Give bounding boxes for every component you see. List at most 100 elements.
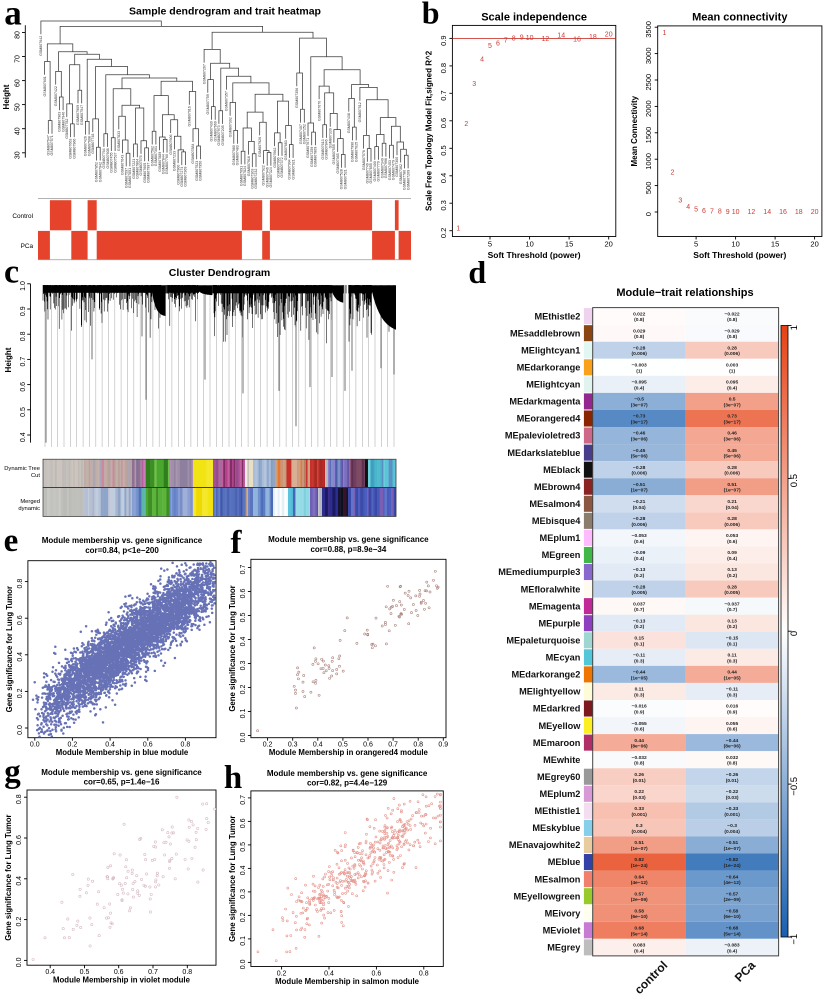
- svg-text:40: 40: [15, 127, 22, 135]
- svg-text:GSM807852: GSM807852: [95, 162, 99, 182]
- svg-text:(1e−07): (1e−07): [631, 488, 648, 494]
- svg-text:GSM807274: GSM807274: [180, 167, 184, 187]
- svg-text:60: 60: [15, 79, 22, 87]
- svg-text:(0.006): (0.006): [631, 471, 647, 477]
- svg-text:GSM807996: GSM807996: [277, 157, 281, 177]
- svg-text:0.0: 0.0: [17, 725, 24, 735]
- svg-text:0.037: 0.037: [633, 601, 646, 607]
- svg-text:MEsalmon: MEsalmon: [534, 874, 580, 884]
- svg-text:Module Membership in orangered: Module Membership in orangered4 module: [269, 748, 429, 757]
- svg-text:GSM807851: GSM807851: [128, 168, 132, 188]
- svg-text:MEdarkred: MEdarkred: [533, 704, 581, 714]
- svg-text:30: 30: [15, 151, 22, 159]
- svg-text:Module Membership in blue modu: Module Membership in blue module: [56, 748, 189, 757]
- svg-text:12: 12: [748, 209, 756, 216]
- svg-text:(0.4): (0.4): [727, 556, 737, 562]
- svg-text:−0.022: −0.022: [725, 311, 740, 317]
- svg-text:0.13: 0.13: [727, 567, 737, 573]
- svg-text:c: c: [4, 254, 19, 291]
- svg-text:5: 5: [488, 240, 492, 249]
- svg-text:(1e−07): (1e−07): [724, 488, 741, 494]
- svg-text:0.8: 0.8: [439, 63, 448, 73]
- svg-text:GSM807479: GSM807479: [392, 160, 396, 180]
- svg-text:0: 0: [789, 631, 800, 636]
- svg-text:(0.4): (0.4): [634, 556, 644, 562]
- svg-text:(0.1): (0.1): [634, 641, 644, 647]
- svg-text:0.6: 0.6: [363, 742, 373, 749]
- svg-text:Soft Threshold (power): Soft Threshold (power): [488, 250, 581, 260]
- svg-text:GSM807302: GSM807302: [228, 117, 232, 137]
- svg-text:0.5: 0.5: [439, 145, 448, 155]
- svg-text:GSM807670: GSM807670: [317, 101, 321, 121]
- svg-text:MEbisque4: MEbisque4: [532, 516, 581, 526]
- svg-text:0: 0: [644, 212, 653, 216]
- svg-text:GSM807372: GSM807372: [280, 157, 284, 177]
- svg-text:GSM807233: GSM807233: [173, 151, 177, 171]
- svg-text:0.053: 0.053: [726, 533, 739, 539]
- svg-text:10: 10: [732, 209, 740, 216]
- svg-text:MEthistle1: MEthistle1: [534, 806, 580, 816]
- svg-text:GSM807537: GSM807537: [113, 153, 117, 173]
- svg-text:GSM807963: GSM807963: [58, 112, 62, 132]
- svg-text:GSM807407: GSM807407: [299, 124, 303, 144]
- svg-text:0.44: 0.44: [727, 670, 737, 676]
- svg-text:(6e−10): (6e−10): [724, 914, 741, 920]
- svg-text:Soft Threshold (power): Soft Threshold (power): [693, 250, 786, 260]
- svg-text:0.7: 0.7: [388, 742, 398, 749]
- svg-text:d: d: [468, 254, 486, 290]
- svg-text:0.5: 0.5: [80, 969, 90, 976]
- svg-text:b: b: [422, 0, 440, 30]
- svg-text:Gene significance for Lung Tum: Gene significance for Lung Tumor: [228, 816, 237, 942]
- svg-text:GSM807576: GSM807576: [362, 150, 366, 170]
- svg-text:MEgrey: MEgrey: [547, 943, 581, 953]
- svg-text:0.022: 0.022: [633, 311, 646, 317]
- svg-text:GSM807770: GSM807770: [377, 161, 381, 181]
- svg-text:0.13: 0.13: [727, 618, 737, 624]
- svg-text:0.7: 0.7: [240, 795, 247, 805]
- svg-text:GSM807356: GSM807356: [295, 88, 299, 108]
- svg-text:(5e−14): (5e−14): [631, 931, 648, 937]
- svg-text:−0.5: −0.5: [634, 397, 644, 403]
- svg-text:(1e−05): (1e−05): [724, 675, 741, 681]
- svg-text:−0.11: −0.11: [633, 653, 645, 659]
- svg-text:MEpalevioletred3: MEpalevioletred3: [505, 431, 581, 441]
- svg-text:Height: Height: [4, 347, 13, 372]
- svg-text:−0.28: −0.28: [633, 465, 646, 471]
- svg-text:MEgreen: MEgreen: [542, 550, 581, 560]
- svg-text:16: 16: [779, 209, 787, 216]
- svg-text:GSM807369: GSM807369: [184, 167, 188, 187]
- svg-text:(0.006): (0.006): [724, 471, 740, 477]
- svg-text:GSM807601: GSM807601: [43, 76, 47, 96]
- svg-text:GSM807267: GSM807267: [202, 64, 206, 84]
- svg-text:(4e−12): (4e−12): [724, 880, 741, 886]
- svg-text:0.9: 0.9: [439, 35, 448, 45]
- svg-text:−0.68: −0.68: [726, 926, 739, 932]
- svg-text:2000: 2000: [644, 100, 653, 117]
- svg-text:16: 16: [573, 36, 581, 43]
- svg-text:(0.1): (0.1): [727, 641, 737, 647]
- svg-text:(0.2): (0.2): [634, 573, 644, 579]
- svg-text:2: 2: [670, 169, 674, 176]
- svg-text:0.4: 0.4: [16, 876, 23, 886]
- svg-text:(0.8): (0.8): [727, 334, 737, 340]
- svg-text:(8e−06): (8e−06): [631, 744, 648, 750]
- svg-text:Module membership vs. gene sig: Module membership vs. gene significance: [42, 536, 203, 545]
- svg-text:GSM807926: GSM807926: [258, 137, 262, 157]
- svg-text:GSM807683: GSM807683: [284, 140, 288, 160]
- svg-text:−0.58: −0.58: [726, 908, 739, 914]
- svg-text:2: 2: [464, 121, 468, 128]
- svg-text:GSM807205: GSM807205: [221, 125, 225, 145]
- svg-text:4: 4: [686, 204, 690, 211]
- svg-text:0.4: 0.4: [324, 971, 334, 978]
- svg-text:GSM807209: GSM807209: [406, 170, 410, 190]
- svg-text:GSM807760: GSM807760: [165, 154, 169, 174]
- svg-text:(0.03): (0.03): [633, 795, 646, 801]
- svg-text:GSM807833: GSM807833: [117, 131, 121, 151]
- svg-text:15: 15: [771, 240, 779, 249]
- svg-text:GSM807764: GSM807764: [102, 148, 106, 168]
- svg-text:0.4: 0.4: [313, 742, 323, 749]
- svg-text:−0.21: −0.21: [633, 499, 646, 505]
- svg-text:GSM807512: GSM807512: [358, 102, 362, 122]
- svg-text:(1e−07): (1e−07): [724, 846, 741, 852]
- svg-text:1500: 1500: [644, 127, 653, 144]
